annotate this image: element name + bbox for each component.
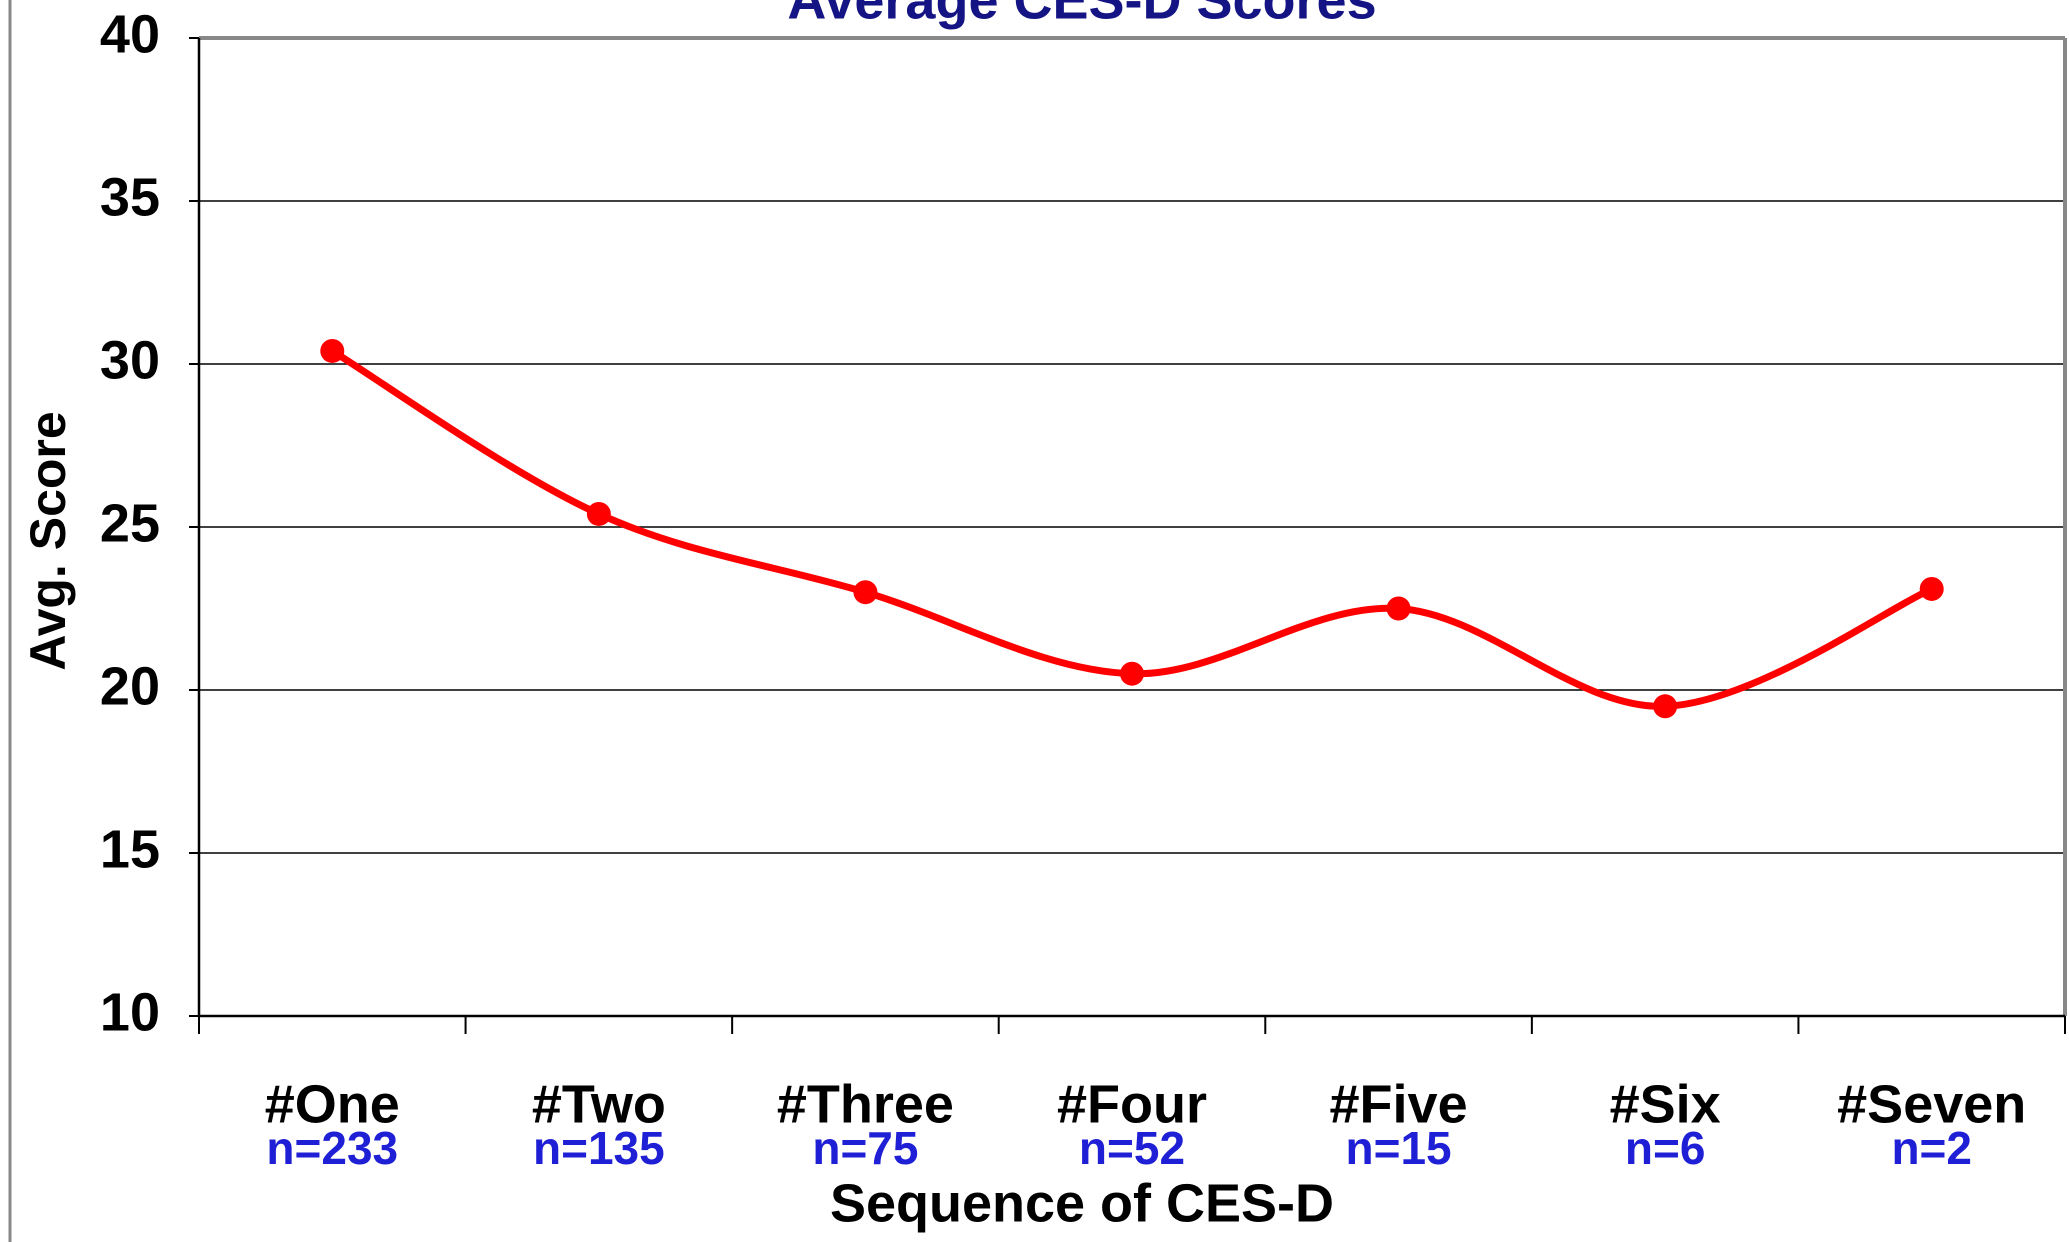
- category-note: n=135: [533, 1122, 665, 1174]
- category-note: n=15: [1346, 1122, 1452, 1174]
- x-tick-label: #One: [265, 1074, 400, 1134]
- x-tick-label: #Five: [1330, 1074, 1468, 1134]
- x-tick-label: #Three: [777, 1074, 954, 1134]
- marker: [1919, 576, 1944, 601]
- category-note: n=2: [1891, 1122, 1972, 1174]
- y-tick-label: 15: [100, 819, 160, 879]
- marker: [586, 501, 611, 526]
- marker: [320, 338, 345, 363]
- marker: [1653, 694, 1678, 719]
- y-axis-label: Avg. Score: [20, 411, 76, 670]
- y-tick-label: 25: [100, 493, 160, 553]
- category-note: n=233: [266, 1122, 398, 1174]
- x-tick-label: #Four: [1057, 1074, 1207, 1134]
- x-axis-label: Sequence of CES-D: [830, 1173, 1334, 1233]
- y-tick-label: 10: [100, 982, 160, 1042]
- y-tick-label: 40: [100, 4, 160, 64]
- marker: [1120, 661, 1144, 686]
- marker: [853, 580, 878, 605]
- x-tick-label: #Two: [532, 1074, 666, 1134]
- line: [330, 347, 1934, 710]
- y-tick-label: 30: [100, 330, 160, 390]
- x-tick-label: #Seven: [1837, 1074, 2026, 1134]
- category-note: n=52: [1079, 1122, 1185, 1174]
- x-tick-label: #Six: [1610, 1074, 1721, 1134]
- y-tick-label: 20: [100, 656, 160, 716]
- chart-title: Average CES-D Scores: [787, 0, 1376, 30]
- marker: [1386, 596, 1411, 621]
- category-note: n=75: [812, 1122, 918, 1174]
- y-tick-label: 35: [100, 167, 160, 227]
- category-note: n=6: [1625, 1122, 1706, 1174]
